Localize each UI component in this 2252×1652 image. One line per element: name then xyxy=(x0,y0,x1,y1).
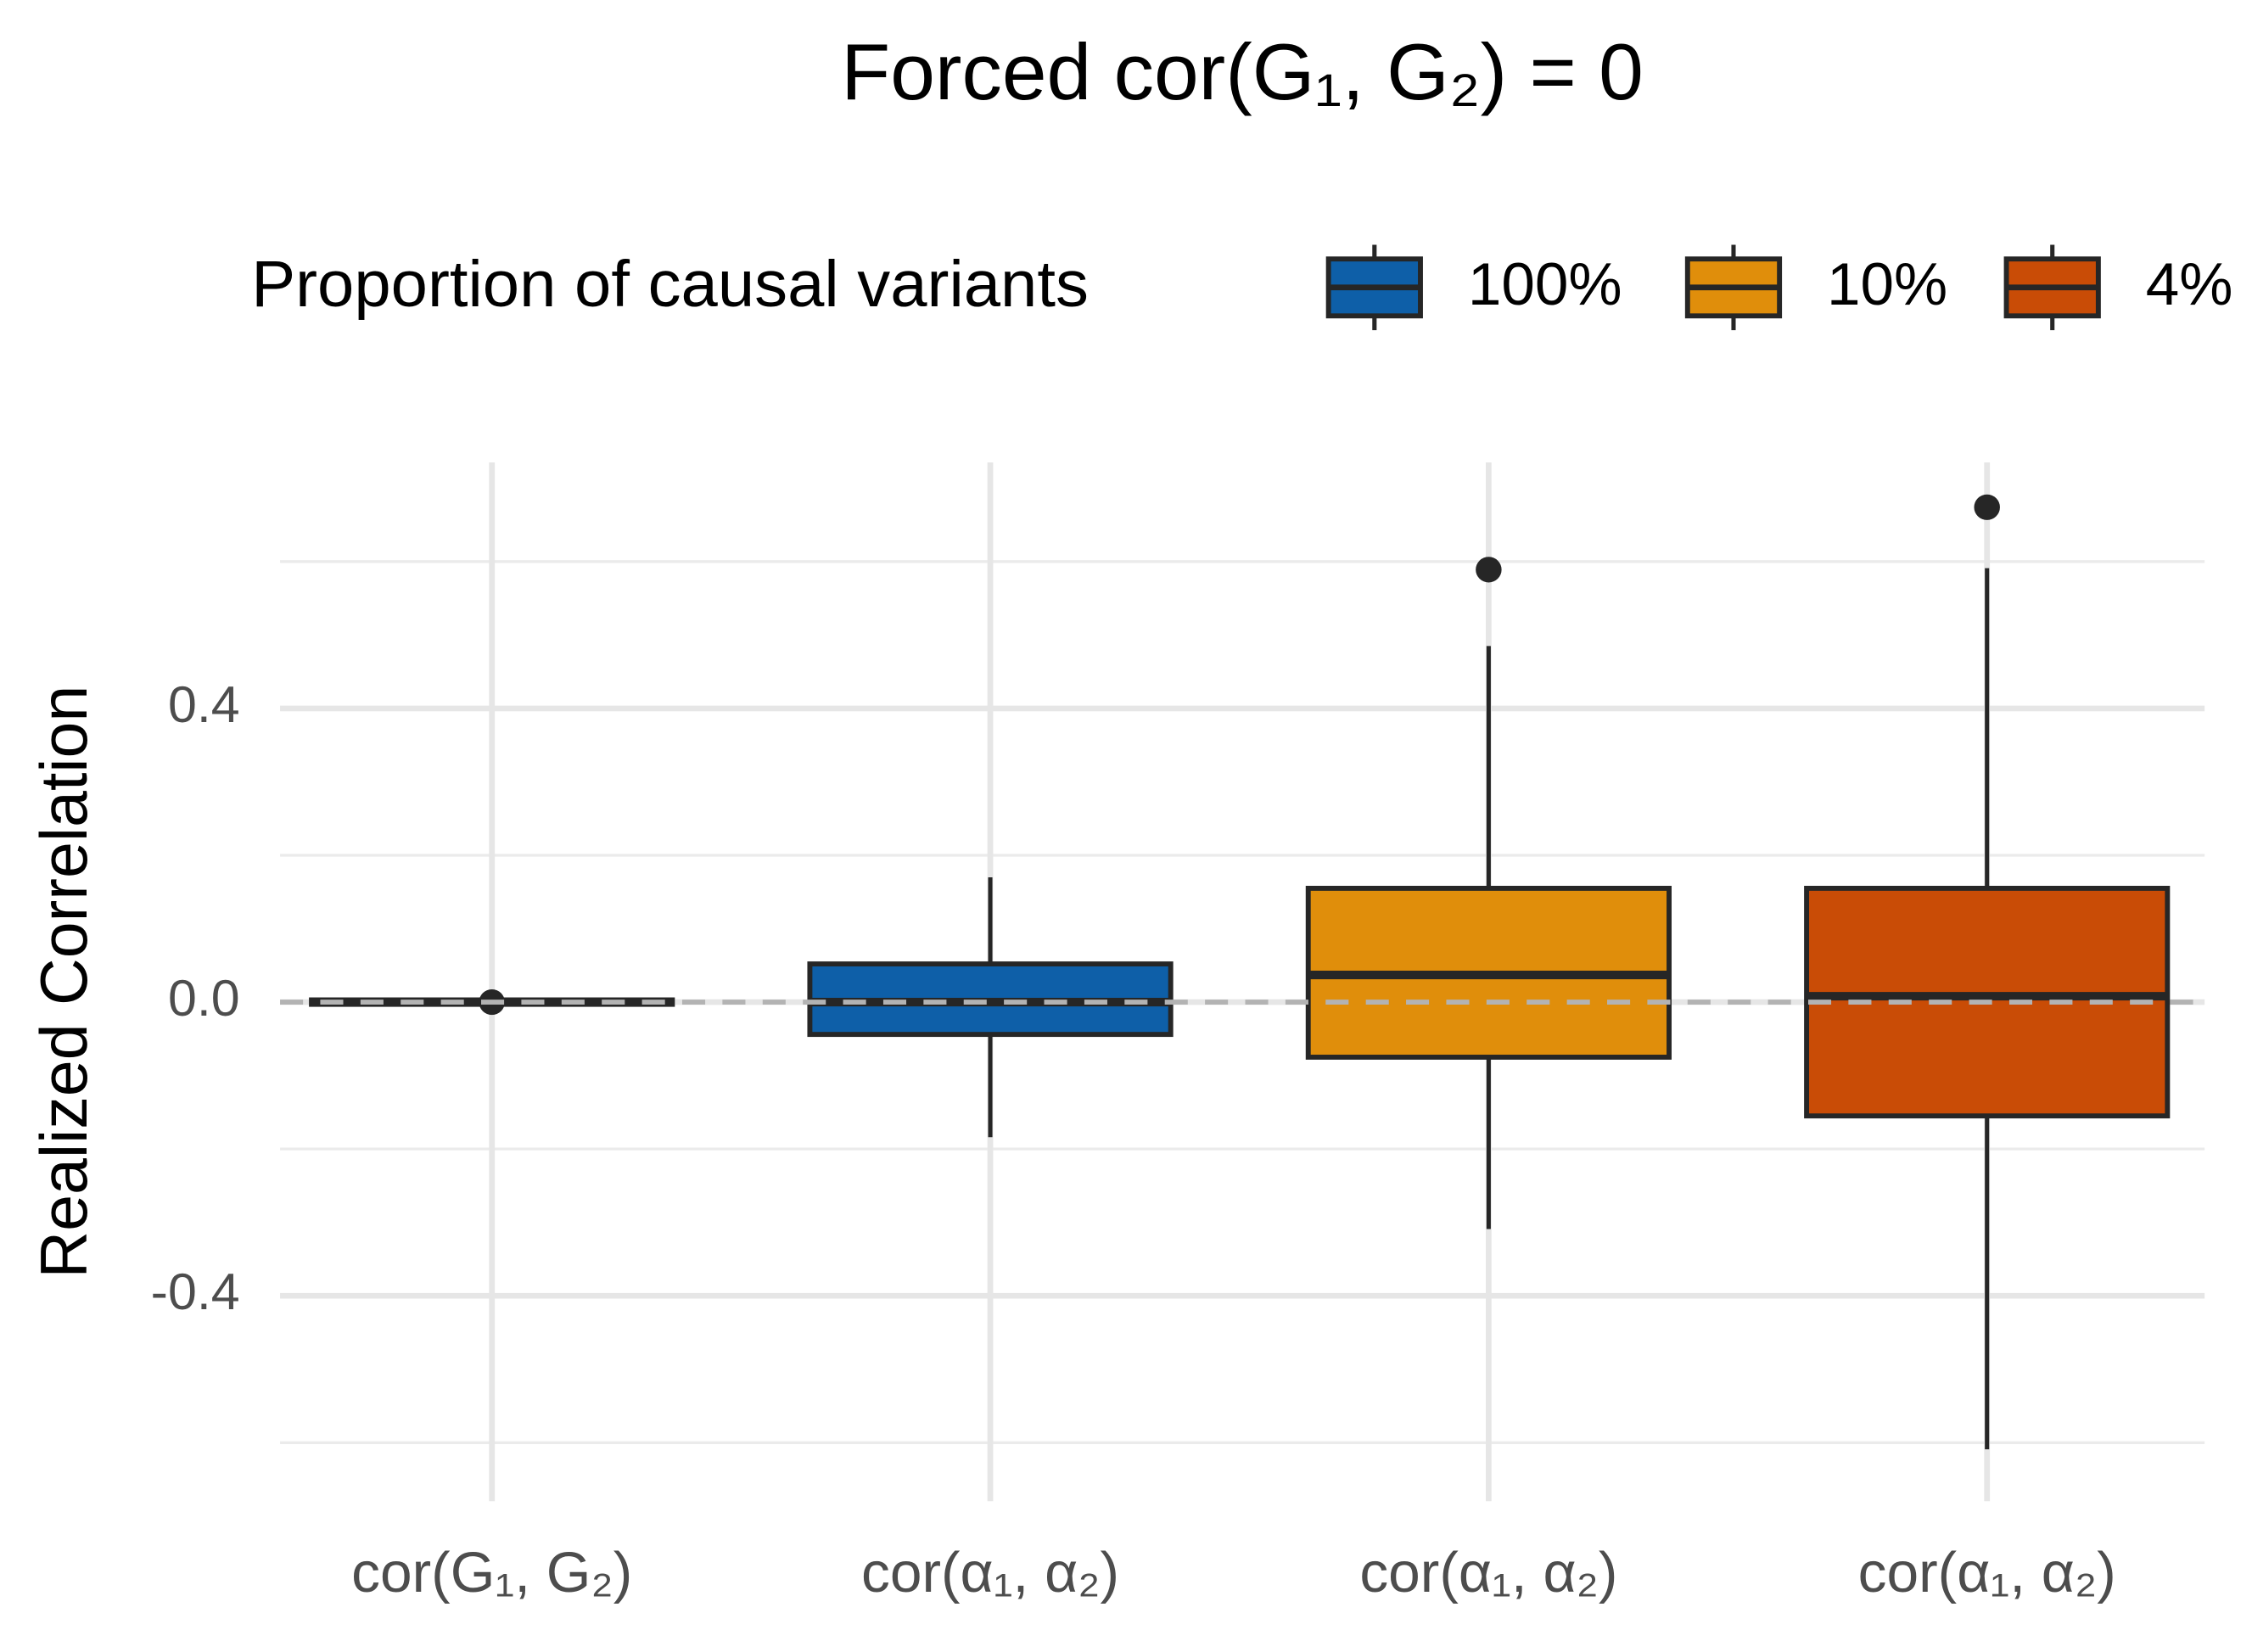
legend-title: Proportion of causal variants xyxy=(251,248,1089,321)
legend-label: 10% xyxy=(1827,250,1947,317)
y-axis-label: Realized Correlation xyxy=(27,686,100,1279)
chart-title: Forced cor(G₁, G₂) = 0 xyxy=(841,27,1644,116)
legend-label: 4% xyxy=(2146,250,2233,317)
outlier xyxy=(1974,494,2000,520)
outlier xyxy=(1476,557,1502,583)
x-tick-label: cor(α₁, α₂) xyxy=(861,1541,1119,1604)
x-tick-label: cor(G₁, G₂) xyxy=(351,1541,632,1604)
y-tick-label: -0.4 xyxy=(151,1263,240,1320)
legend-label: 100% xyxy=(1468,250,1622,317)
x-tick-label: cor(α₁, α₂) xyxy=(1858,1541,2116,1604)
y-tick-label: 0.0 xyxy=(168,969,240,1027)
y-tick-label: 0.4 xyxy=(168,675,240,733)
x-tick-label: cor(α₁, α₂) xyxy=(1359,1541,1617,1604)
